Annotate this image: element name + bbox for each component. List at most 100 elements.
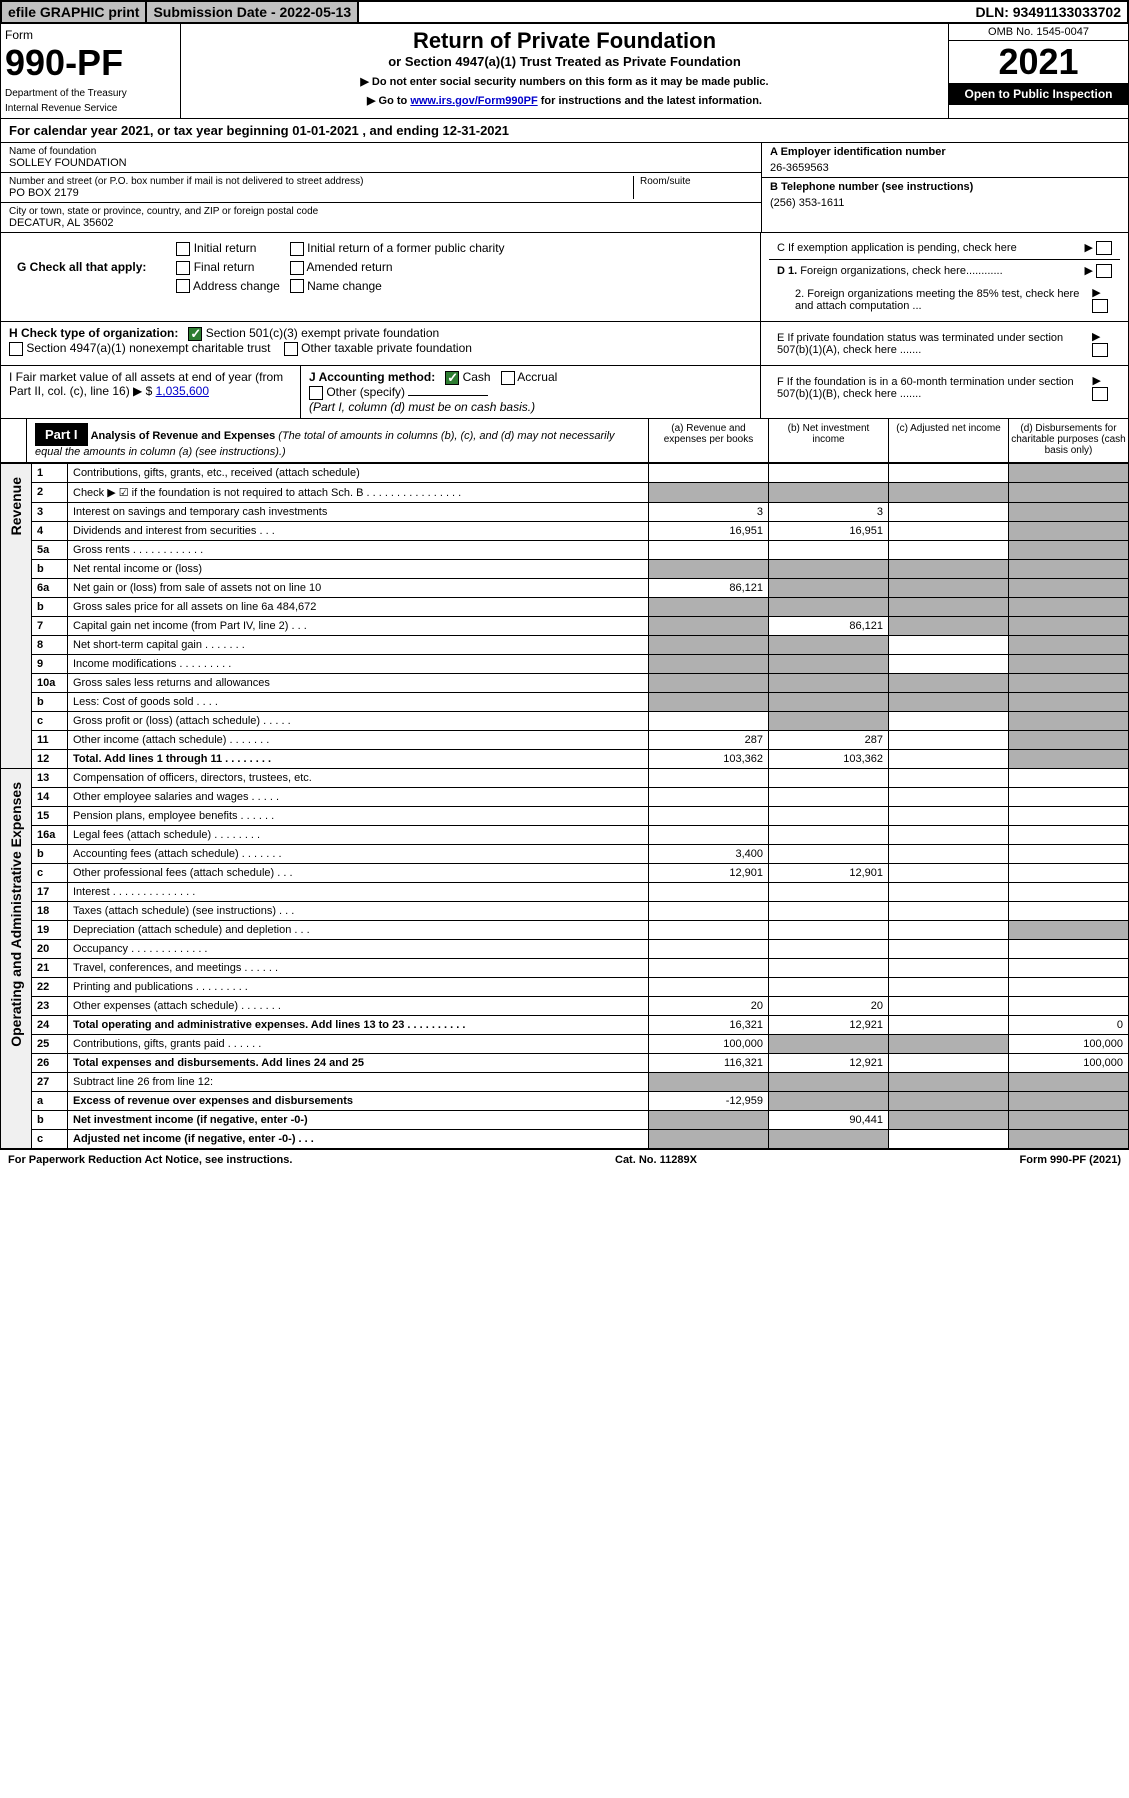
amount-cell — [649, 559, 769, 578]
table-row: 25Contributions, gifts, grants paid . . … — [1, 1034, 1129, 1053]
amount-cell: 100,000 — [1009, 1034, 1129, 1053]
amount-cell — [649, 977, 769, 996]
checkbox-other-method[interactable] — [309, 386, 323, 400]
amount-cell — [1009, 540, 1129, 559]
amount-cell — [889, 901, 1009, 920]
amount-cell — [769, 958, 889, 977]
amount-cell — [1009, 502, 1129, 521]
name-label: Name of foundation — [9, 146, 753, 157]
line-description: Total. Add lines 1 through 11 . . . . . … — [68, 749, 649, 768]
checkbox-e[interactable] — [1092, 343, 1108, 357]
amount-cell — [769, 1072, 889, 1091]
amount-cell: 12,921 — [769, 1053, 889, 1072]
line-number: 23 — [32, 996, 68, 1015]
checkbox-c[interactable] — [1096, 241, 1112, 255]
line-description: Interest on savings and temporary cash i… — [68, 502, 649, 521]
line-description: Legal fees (attach schedule) . . . . . .… — [68, 825, 649, 844]
submission-date: Submission Date - 2022-05-13 — [147, 2, 359, 22]
efile-label[interactable]: efile GRAPHIC print — [2, 2, 147, 22]
amount-cell — [1009, 521, 1129, 540]
checkbox-d1[interactable] — [1096, 264, 1112, 278]
amount-cell — [769, 673, 889, 692]
ein-value: 26-3659563 — [770, 158, 1120, 174]
line-description: Net short-term capital gain . . . . . . … — [68, 635, 649, 654]
amount-cell — [769, 635, 889, 654]
line-number: 11 — [32, 730, 68, 749]
table-row: 9Income modifications . . . . . . . . . — [1, 654, 1129, 673]
amount-cell — [1009, 635, 1129, 654]
address-value: PO BOX 2179 — [9, 187, 633, 199]
page-footer: For Paperwork Reduction Act Notice, see … — [0, 1149, 1129, 1170]
irs-link[interactable]: www.irs.gov/Form990PF — [410, 95, 537, 107]
line-description: Excess of revenue over expenses and disb… — [68, 1091, 649, 1110]
line-number: 27 — [32, 1072, 68, 1091]
line-description: Other income (attach schedule) . . . . .… — [68, 730, 649, 749]
amount-cell — [889, 996, 1009, 1015]
table-row: 8Net short-term capital gain . . . . . .… — [1, 635, 1129, 654]
checkbox-501c3[interactable] — [188, 327, 202, 341]
amount-cell — [649, 939, 769, 958]
table-row: 19Depreciation (attach schedule) and dep… — [1, 920, 1129, 939]
amount-cell — [889, 920, 1009, 939]
checkbox-amended[interactable] — [290, 261, 304, 275]
note-ssn: ▶ Do not enter social security numbers o… — [191, 75, 938, 88]
amount-cell — [769, 597, 889, 616]
c-label: C If exemption application is pending, c… — [777, 242, 1017, 254]
line-description: Less: Cost of goods sold . . . . — [68, 692, 649, 711]
checkbox-address-change[interactable] — [176, 279, 190, 293]
amount-cell — [889, 463, 1009, 482]
checkbox-cash[interactable] — [445, 371, 459, 385]
line-description: Net gain or (loss) from sale of assets n… — [68, 578, 649, 597]
line-description: Depreciation (attach schedule) and deple… — [68, 920, 649, 939]
amount-cell — [649, 482, 769, 502]
amount-cell: 3 — [649, 502, 769, 521]
line-description: Net rental income or (loss) — [68, 559, 649, 578]
amount-cell — [889, 1053, 1009, 1072]
amount-cell — [1009, 996, 1129, 1015]
amount-cell — [649, 673, 769, 692]
table-row: 24Total operating and administrative exp… — [1, 1015, 1129, 1034]
amount-cell — [649, 654, 769, 673]
checkbox-initial-return[interactable] — [176, 242, 190, 256]
checkbox-other-taxable[interactable] — [284, 342, 298, 356]
line-description: Other expenses (attach schedule) . . . .… — [68, 996, 649, 1015]
amount-cell — [889, 540, 1009, 559]
line-description: Gross sales less returns and allowances — [68, 673, 649, 692]
checkbox-accrual[interactable] — [501, 371, 515, 385]
checkbox-name-change[interactable] — [290, 279, 304, 293]
table-row: 20Occupancy . . . . . . . . . . . . . — [1, 939, 1129, 958]
line-number: 3 — [32, 502, 68, 521]
line-number: 13 — [32, 768, 68, 787]
amount-cell: 16,951 — [769, 521, 889, 540]
amount-cell — [649, 958, 769, 977]
expenses-side-label: Operating and Administrative Expenses — [6, 772, 26, 1057]
section-g-c: G Check all that apply: Initial return F… — [0, 233, 1129, 322]
amount-cell: 3 — [769, 502, 889, 521]
checkbox-initial-former[interactable] — [290, 242, 304, 256]
amount-cell — [769, 920, 889, 939]
fmv-link[interactable]: 1,035,600 — [156, 384, 209, 398]
omb-number: OMB No. 1545-0047 — [949, 24, 1128, 41]
line-number: c — [32, 863, 68, 882]
city-label: City or town, state or province, country… — [9, 206, 753, 217]
amount-cell — [889, 654, 1009, 673]
amount-cell — [769, 977, 889, 996]
amount-cell — [769, 559, 889, 578]
f-label: F If the foundation is in a 60-month ter… — [777, 376, 1092, 400]
h-label: H Check type of organization: — [9, 326, 178, 340]
checkbox-d2[interactable] — [1092, 299, 1108, 313]
phone-label: B Telephone number (see instructions) — [770, 181, 1120, 193]
checkbox-final-return[interactable] — [176, 261, 190, 275]
amount-cell — [889, 977, 1009, 996]
amount-cell: 86,121 — [649, 578, 769, 597]
line-number: 16a — [32, 825, 68, 844]
footer-right: Form 990-PF (2021) — [1020, 1154, 1121, 1166]
phone-value: (256) 353-1611 — [770, 193, 1120, 209]
checkbox-4947[interactable] — [9, 342, 23, 356]
line-number: c — [32, 1129, 68, 1148]
checkbox-f[interactable] — [1092, 387, 1108, 401]
amount-cell — [889, 863, 1009, 882]
line-number: 2 — [32, 482, 68, 502]
amount-cell — [769, 1091, 889, 1110]
amount-cell — [889, 1015, 1009, 1034]
